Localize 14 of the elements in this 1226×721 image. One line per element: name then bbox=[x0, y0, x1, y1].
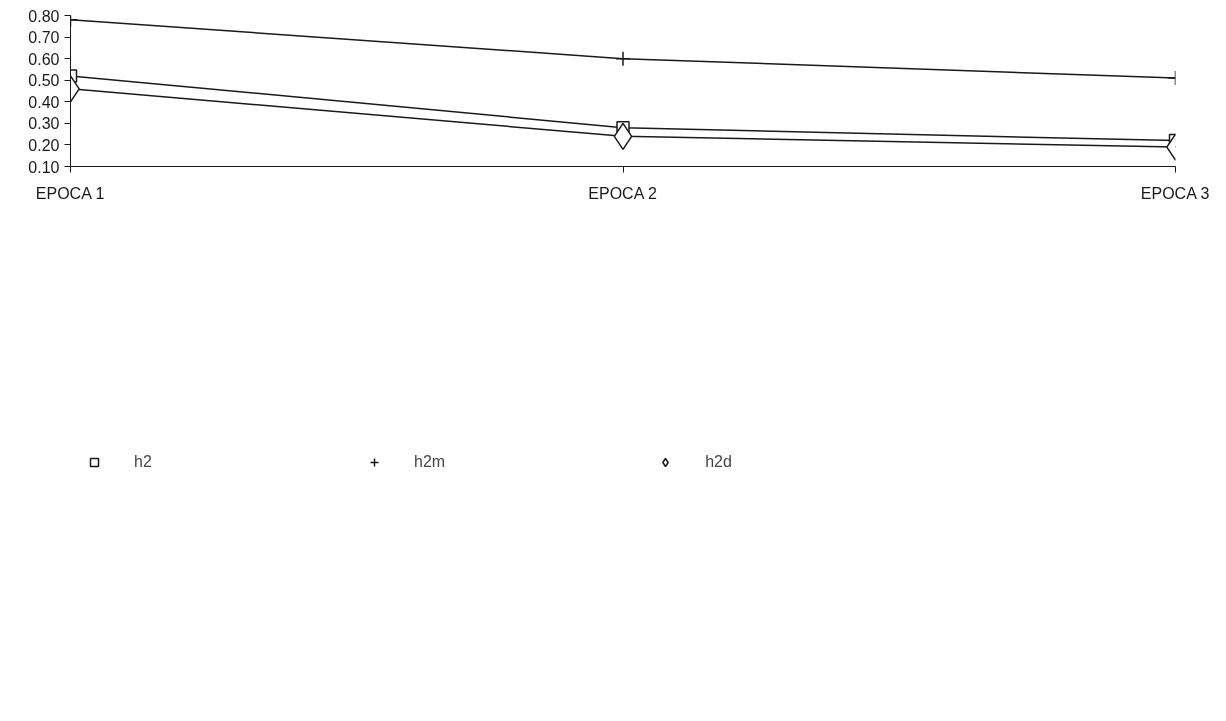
y-tick-label: 0.60 bbox=[28, 50, 60, 68]
legend-label: h2d bbox=[705, 453, 732, 471]
y-tick-label: 0.50 bbox=[28, 72, 60, 90]
legend-label: h2 bbox=[134, 453, 153, 471]
x-tick-label: EPOCA 1 bbox=[35, 184, 105, 202]
x-tick-label: EPOCA 3 bbox=[1140, 184, 1210, 202]
y-tick-label: 0.70 bbox=[28, 29, 60, 47]
y-tick-label: 0.40 bbox=[28, 93, 60, 111]
y-tick-label: 0.20 bbox=[28, 136, 60, 154]
x-tick-label: EPOCA 2 bbox=[588, 184, 657, 202]
legend-label: h2m bbox=[414, 453, 446, 471]
y-tick-label: 0.10 bbox=[28, 158, 60, 176]
y-tick-label: 0.80 bbox=[28, 7, 60, 25]
y-tick-label: 0.30 bbox=[28, 115, 60, 133]
